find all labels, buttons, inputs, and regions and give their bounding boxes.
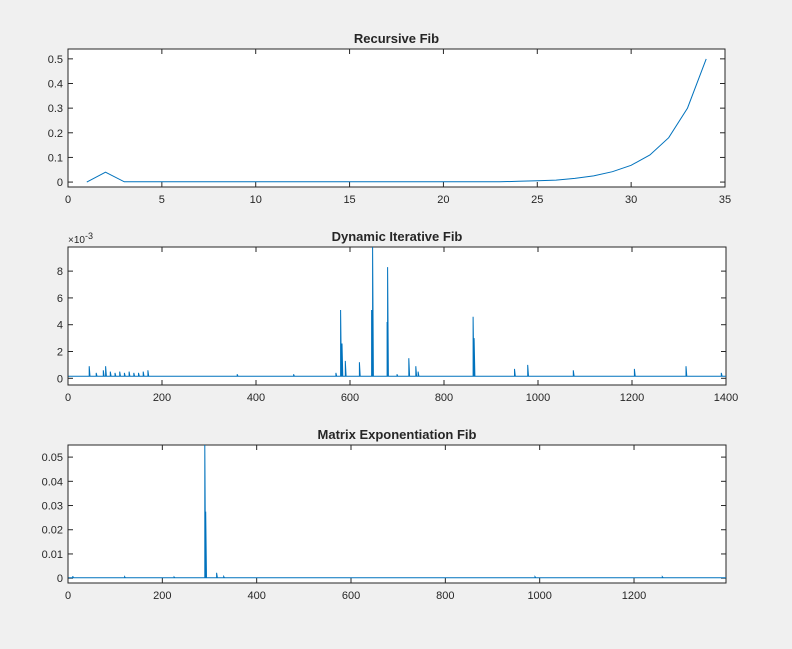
y-exponent-label: ×10-3: [68, 231, 93, 246]
x-tick-label: 1000: [526, 392, 550, 404]
x-tick-label: 20: [437, 194, 449, 206]
x-tick-label: 0: [65, 194, 71, 206]
chart-title: Matrix Exponentiation Fib: [318, 427, 477, 442]
chart-title: Recursive Fib: [354, 31, 439, 46]
x-ticks: 0 200 400 600 800 1000 1200 1400: [65, 247, 738, 404]
x-tick-label: 5: [159, 194, 165, 206]
y-tick-label: 6: [57, 293, 63, 305]
series-line: [68, 246, 726, 377]
series-line: [68, 444, 726, 579]
chart-title: Dynamic Iterative Fib: [332, 229, 463, 244]
x-tick-label: 400: [247, 590, 265, 602]
y-ticks: 0 0.1 0.2 0.3 0.4 0.5: [48, 54, 725, 189]
plot-area: [67, 48, 726, 188]
plot-area: [67, 444, 727, 584]
x-tick-label: 10: [250, 194, 262, 206]
x-tick-label: 200: [153, 392, 171, 404]
subplot-matrix-exponentiation-fib: Matrix Exponentiation Fib 0 200 400 600 800 1…: [42, 427, 727, 602]
y-tick-label: 0.02: [42, 525, 63, 537]
y-tick-label: 0.1: [48, 152, 63, 164]
x-tick-label: 800: [436, 590, 454, 602]
y-tick-label: 0.2: [48, 128, 63, 140]
series-line: [86, 58, 707, 183]
x-ticks: 0 200 400 600 800 1000 1200: [65, 445, 646, 602]
y-tick-label: 0.4: [48, 79, 63, 91]
y-tick-label: 4: [57, 320, 63, 332]
x-tick-label: 15: [343, 194, 355, 206]
x-tick-label: 0: [65, 392, 71, 404]
y-tick-label: 8: [57, 266, 63, 278]
y-ticks: 0 2 4 6 8: [57, 266, 726, 385]
y-tick-label: 0.01: [42, 549, 63, 561]
x-tick-label: 1200: [620, 392, 644, 404]
x-tick-label: 400: [247, 392, 265, 404]
x-tick-label: 0: [65, 590, 71, 602]
x-tick-label: 800: [435, 392, 453, 404]
x-tick-label: 600: [341, 392, 359, 404]
y-tick-label: 0: [57, 177, 63, 189]
x-tick-label: 600: [342, 590, 360, 602]
y-tick-label: 0.3: [48, 103, 63, 115]
y-tick-label: 0.04: [42, 476, 63, 488]
x-tick-label: 25: [531, 194, 543, 206]
plot-area: [67, 246, 727, 386]
x-tick-label: 200: [153, 590, 171, 602]
y-tick-label: 2: [57, 347, 63, 359]
x-ticks: 0 5 10 15 20 25 30 35: [65, 49, 731, 206]
y-tick-label: 0: [57, 573, 63, 585]
x-tick-label: 35: [719, 194, 731, 206]
y-tick-label: 0.05: [42, 452, 63, 464]
y-tick-label: 0.03: [42, 501, 63, 513]
y-tick-label: 0: [57, 373, 63, 385]
x-tick-label: 1200: [622, 590, 646, 602]
x-tick-label: 30: [625, 194, 637, 206]
exponent-base: ×10: [68, 235, 85, 246]
subplot-recursive-fib: Recursive Fib 0 5 10 15 20 25 30 35 00.10.20.30…: [48, 31, 731, 206]
x-tick-label: 1000: [527, 590, 551, 602]
exponent-power: -3: [85, 231, 93, 241]
y-tick-label: 0.5: [48, 54, 63, 66]
x-tick-label: 1400: [714, 392, 738, 404]
subplot-dynamic-iterative-fib: Dynamic Iterative Fib ×10-3 0 200 400 600 80…: [57, 229, 738, 404]
y-ticks: 0 0.01 0.02 0.03 0.04 0.05: [42, 452, 726, 585]
